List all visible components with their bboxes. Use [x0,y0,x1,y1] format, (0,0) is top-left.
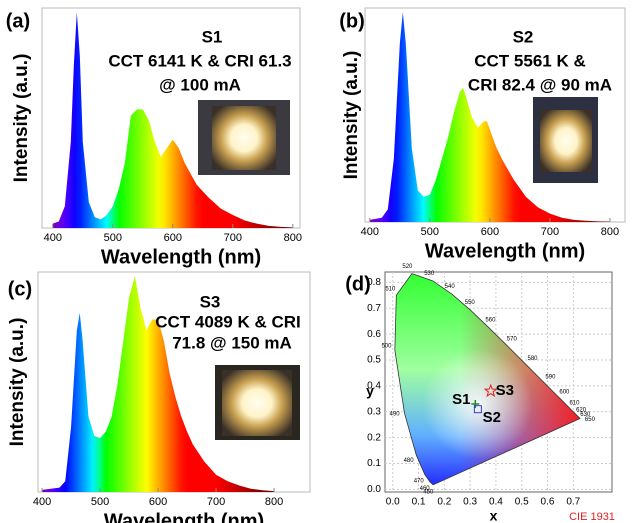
locus-label: 620 [576,408,587,414]
x-tick-label: 600 [164,232,182,244]
x-tick-label: 700 [207,496,225,508]
locus-outline [394,273,581,486]
locus-label: 510 [385,286,396,292]
x-tick-label: 0.2 [437,497,451,508]
photo-led [222,370,292,436]
annotation: CCT 5561 K & [474,51,585,70]
spectrum-fill [369,12,610,223]
annotation: S1 [202,27,223,46]
locus-label: 490 [390,412,401,418]
x-tick-label: 0.6 [541,497,555,508]
x-tick-label: 0.3 [463,497,477,508]
y-axis-label: Intensity (a.u.) [341,51,362,180]
x-tick-label: 500 [91,496,109,508]
spectrum-fill [52,12,293,229]
spectrum-fill [42,276,275,492]
locus-label: 600 [559,389,570,395]
annotation: CRI 82.4 @ 90 mA [468,75,612,94]
x-tick-label: 700 [541,226,559,238]
x-axis-label: Wavelength (nm) [425,240,585,262]
note: CIE 1931 [569,511,615,523]
locus-label: 560 [485,317,496,323]
locus-label: 550 [465,300,476,306]
y-tick-label: 0.0 [367,484,381,495]
point [473,405,482,414]
x-tick-label: 500 [421,226,439,238]
x-tick-label: 0.4 [489,497,503,508]
locus-label: 500 [381,343,392,349]
annotation: S2 [513,27,534,46]
point [483,383,498,398]
y-axis-label: Intensity (a.u.) [7,318,28,447]
x-tick-label: 0.0 [386,497,400,508]
photo-led [212,106,276,170]
x-tick-label: 600 [481,226,499,238]
x-tick-label: 800 [284,232,302,244]
locus-label: 580 [528,356,539,362]
locus-label: 480 [404,458,415,464]
y-tick-label: 0.1 [367,458,381,469]
x-tick-label: 0.1 [412,497,426,508]
annotation: CCT 4089 K & CRI [155,312,300,331]
panel-label: (d) [345,273,371,295]
x-tick-label: 800 [265,496,283,508]
x-axis-label: Wavelength (nm) [101,246,261,268]
y-tick-label: 0.5 [367,355,381,366]
locus-label: 630 [580,412,591,418]
annotation: CCT 6141 K & CRI 61.3 [108,51,291,70]
y-tick-label: 0.4 [367,381,381,392]
x-tick-label: 800 [601,226,619,238]
locus-label: 610 [569,400,580,406]
point-label: S2 [483,409,501,426]
x-axis-label: x [490,508,498,523]
point [471,400,480,408]
x-tick-label: 700 [224,232,242,244]
locus-label: 530 [424,271,435,277]
y-tick-label: 0.8 [367,277,381,288]
locus-label: 570 [507,336,518,342]
y-tick-label: 0.7 [367,303,381,314]
panel-label: (c) [8,278,32,300]
x-tick-label: 400 [361,226,379,238]
x-tick-label: 0.5 [515,497,529,508]
annotation: 71.8 @ 150 mA [172,333,292,352]
x-tick-label: 400 [33,496,51,508]
locus-label: 590 [545,374,556,380]
x-tick-label: 500 [104,232,122,244]
y-tick-label: 0.2 [367,432,381,443]
x-tick-label: 0.7 [566,497,580,508]
locus-label: 520 [402,264,413,270]
panel-label: (b) [339,10,365,32]
annotation: S3 [200,292,221,311]
y-tick-label: 0.6 [367,329,381,340]
panel-label: (a) [6,10,30,32]
annotation: @ 100 mA [159,75,241,94]
x-tick-label: 600 [149,496,167,508]
y-tick-label: 0.3 [367,406,381,417]
x-axis-label: Wavelength (nm) [104,510,264,523]
inset-photos [198,97,598,440]
point-label: S1 [452,391,470,408]
y-axis-label: y [366,383,374,399]
locus-label: 540 [445,284,456,290]
point-label: S3 [496,382,514,399]
y-axis-label: Intensity (a.u.) [11,54,32,183]
locus-label: 650 [585,417,596,423]
photo-led [540,110,592,172]
locus-label: 470 [414,478,425,484]
locus-label: 460 [420,486,431,492]
locus-label: 450 [423,489,434,495]
x-tick-label: 400 [44,232,62,244]
